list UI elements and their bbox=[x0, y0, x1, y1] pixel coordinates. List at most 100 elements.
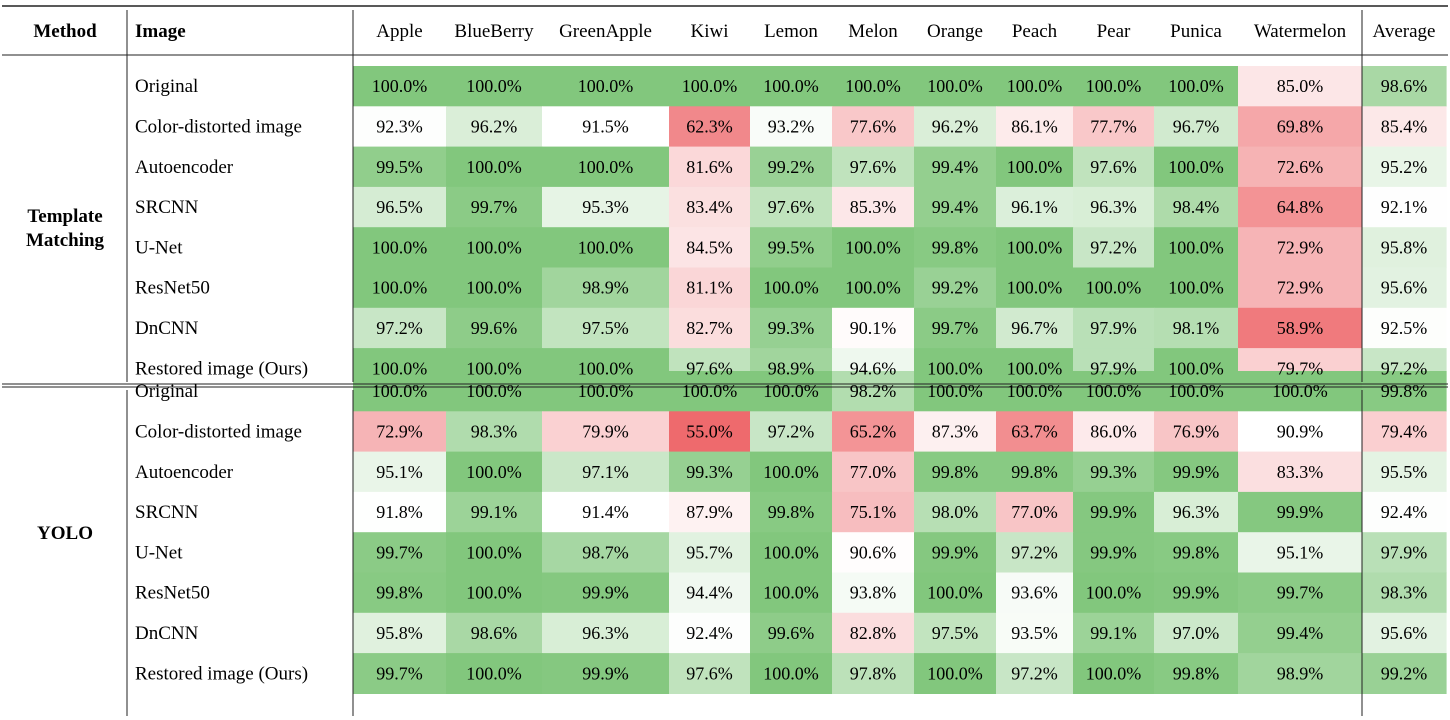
cell-value: 92.4% bbox=[1381, 502, 1428, 522]
cell-value: 100.0% bbox=[1168, 381, 1224, 401]
cell-value: 93.2% bbox=[768, 116, 815, 136]
cell-value: 97.2% bbox=[1011, 542, 1058, 562]
heatmap-cell bbox=[914, 146, 997, 188]
heatmap-cell bbox=[669, 653, 751, 694]
cell-value: 95.1% bbox=[1277, 542, 1324, 562]
heatmap-cell bbox=[914, 227, 997, 269]
cell-value: 100.0% bbox=[1272, 381, 1328, 401]
cell-value: 95.7% bbox=[686, 542, 733, 562]
cell-value: 100.0% bbox=[1007, 381, 1063, 401]
cell-value: 100.0% bbox=[763, 583, 819, 603]
heatmap-cell bbox=[1238, 146, 1363, 188]
cell-value: 96.3% bbox=[582, 623, 629, 643]
cell-value: 100.0% bbox=[466, 237, 522, 257]
heatmap-cell bbox=[996, 491, 1074, 533]
heatmap-cell bbox=[542, 612, 670, 654]
cell-value: 90.9% bbox=[1277, 421, 1324, 441]
heatmap-cell bbox=[669, 371, 751, 412]
method-label: Matching bbox=[26, 230, 105, 251]
heatmap-cell bbox=[996, 612, 1074, 654]
heatmap-cell bbox=[353, 491, 447, 533]
heatmap-cell bbox=[1362, 532, 1447, 574]
row-label: Autoencoder bbox=[135, 157, 234, 178]
cell-value: 100.0% bbox=[1086, 663, 1142, 683]
heatmap-cell bbox=[446, 227, 543, 269]
cell-value: 99.5% bbox=[768, 237, 815, 257]
row-label: Restored image (Ours) bbox=[135, 663, 308, 684]
heatmap-cell bbox=[914, 307, 997, 349]
heatmap-cell bbox=[542, 186, 670, 228]
cell-value: 99.7% bbox=[932, 318, 979, 338]
cell-value: 100.0% bbox=[763, 462, 819, 482]
cell-value: 99.4% bbox=[932, 197, 979, 217]
heatmap-cell bbox=[750, 491, 833, 533]
heatmap-cell bbox=[1238, 186, 1363, 228]
heatmap-cell bbox=[996, 307, 1074, 349]
heatmap-cell bbox=[1154, 227, 1239, 269]
method-label: Template bbox=[27, 206, 102, 227]
cell-value: 100.0% bbox=[372, 237, 428, 257]
heatmap-cell bbox=[542, 307, 670, 349]
heatmap-cell bbox=[446, 186, 543, 228]
heatmap-cell bbox=[996, 66, 1074, 107]
heatmap-cell bbox=[669, 146, 751, 188]
cell-value: 100.0% bbox=[578, 358, 634, 378]
cell-value: 99.3% bbox=[768, 318, 815, 338]
cell-value: 100.0% bbox=[578, 157, 634, 177]
heatmap-cell bbox=[669, 451, 751, 493]
heatmap-cell bbox=[542, 106, 670, 148]
cell-value: 99.8% bbox=[768, 502, 815, 522]
heatmap-cell bbox=[1154, 451, 1239, 493]
cell-value: 97.5% bbox=[932, 623, 979, 643]
heatmap-cell bbox=[353, 653, 447, 694]
cell-value: 99.7% bbox=[1277, 583, 1324, 603]
heatmap-cell bbox=[353, 186, 447, 228]
cell-value: 99.9% bbox=[1090, 502, 1137, 522]
cell-value: 99.2% bbox=[768, 157, 815, 177]
cell-value: 95.6% bbox=[1381, 278, 1428, 298]
heatmap-cell bbox=[1238, 66, 1363, 107]
heatmap-cell bbox=[1073, 227, 1155, 269]
cell-value: 90.1% bbox=[850, 318, 897, 338]
heatmap-cell bbox=[542, 146, 670, 188]
cell-value: 95.6% bbox=[1381, 623, 1428, 643]
heatmap-cell bbox=[750, 106, 833, 148]
cell-value: 97.9% bbox=[1090, 358, 1137, 378]
heatmap-cell bbox=[832, 106, 915, 148]
cell-value: 98.2% bbox=[850, 381, 897, 401]
cell-value: 100.0% bbox=[578, 237, 634, 257]
cell-value: 79.9% bbox=[582, 421, 629, 441]
cell-value: 94.4% bbox=[686, 583, 733, 603]
heatmap-cell bbox=[1073, 106, 1155, 148]
cell-value: 85.3% bbox=[850, 197, 897, 217]
heatmap-cell bbox=[914, 106, 997, 148]
heatmap-cell bbox=[446, 267, 543, 309]
heatmap-cell bbox=[832, 411, 915, 453]
cell-value: 100.0% bbox=[927, 358, 983, 378]
cell-value: 100.0% bbox=[372, 76, 428, 96]
header-column: Melon bbox=[848, 21, 898, 42]
cell-value: 100.0% bbox=[466, 278, 522, 298]
heatmap-cell bbox=[1073, 612, 1155, 654]
cell-value: 100.0% bbox=[845, 237, 901, 257]
heatmap-cell bbox=[914, 267, 997, 309]
cell-value: 77.0% bbox=[1011, 502, 1058, 522]
cell-value: 97.6% bbox=[686, 358, 733, 378]
heatmap-cell bbox=[446, 491, 543, 533]
heatmap-cell bbox=[353, 106, 447, 148]
heatmap-cell bbox=[1362, 146, 1447, 188]
heatmap-cell bbox=[996, 572, 1074, 614]
heatmap-cell bbox=[446, 307, 543, 349]
heatmap-cell bbox=[996, 186, 1074, 228]
cell-value: 100.0% bbox=[1168, 278, 1224, 298]
heatmap-cell bbox=[914, 491, 997, 533]
cell-value: 99.4% bbox=[1277, 623, 1324, 643]
heatmap-cell bbox=[542, 411, 670, 453]
heatmap-cell bbox=[542, 572, 670, 614]
cell-value: 98.9% bbox=[768, 358, 815, 378]
cell-value: 96.3% bbox=[1173, 502, 1220, 522]
heatmap-cell bbox=[1073, 532, 1155, 574]
heatmap-cell bbox=[914, 66, 997, 107]
cell-value: 99.9% bbox=[1173, 462, 1220, 482]
